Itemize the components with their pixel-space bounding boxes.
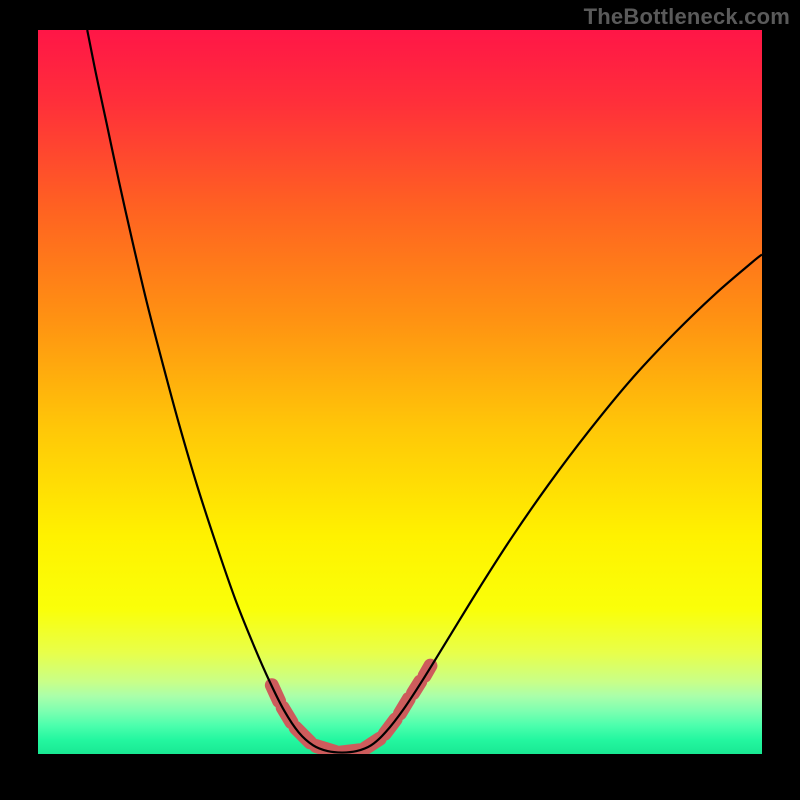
chart-container: TheBottleneck.com — [0, 0, 800, 800]
watermark-label: TheBottleneck.com — [584, 4, 790, 30]
bottleneck-chart — [0, 0, 800, 800]
plot-gradient-background — [38, 30, 762, 754]
